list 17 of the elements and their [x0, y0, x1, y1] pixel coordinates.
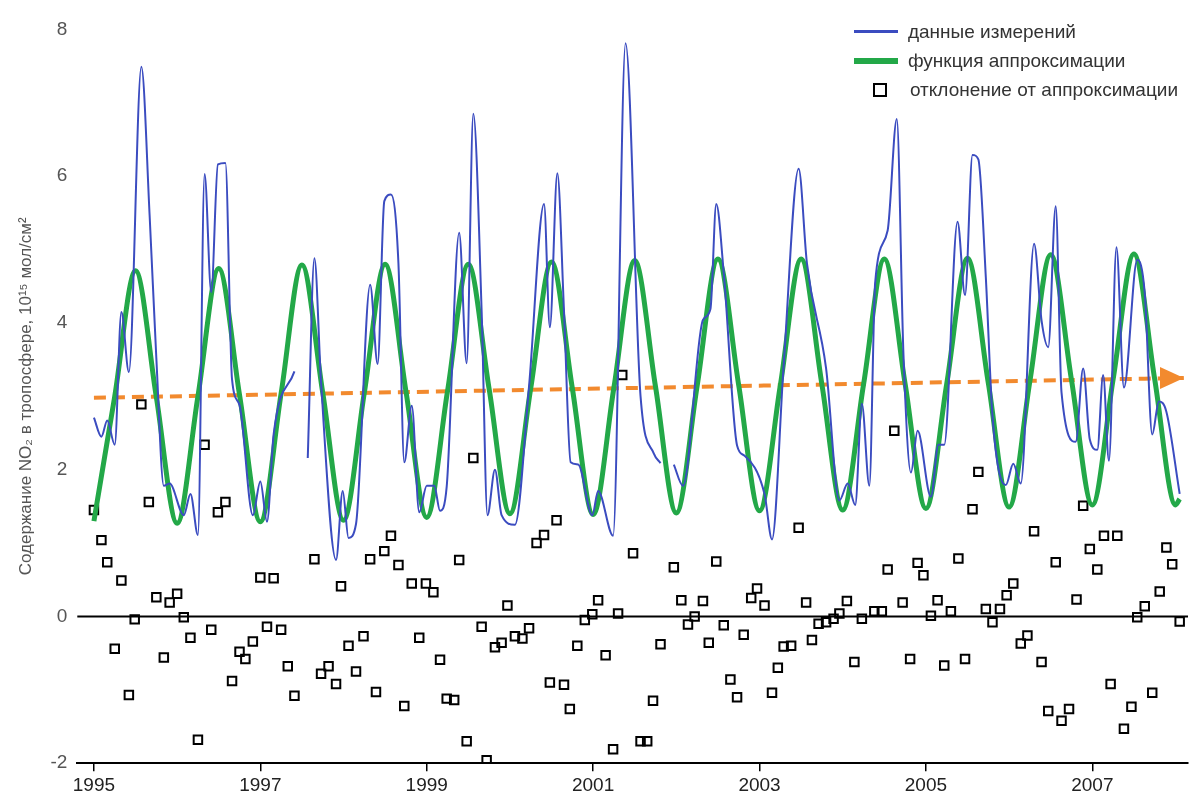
y-tick-label: -2	[50, 751, 68, 773]
y-tick-label: 2	[56, 457, 68, 479]
x-tick-label: 2007	[1071, 773, 1114, 795]
x-tick-label: 1995	[72, 773, 116, 795]
legend-label: отклонение от аппроксимации	[909, 78, 1178, 103]
y-tick-label: 6	[56, 164, 68, 186]
x-tick-label: 1999	[405, 773, 448, 795]
x-tick-label: 2001	[571, 773, 615, 795]
x-tick-label: 2005	[904, 773, 948, 795]
x-tick-label: 2003	[738, 773, 781, 795]
y-tick-label: 4	[56, 311, 68, 333]
y-tick-label: 0	[56, 604, 68, 626]
legend-label: данные измерений	[907, 20, 1076, 45]
y-axis-title: Содержание NO₂ в тропосфере, 10¹⁵ мол/см²	[15, 217, 35, 576]
y-tick-label: 8	[56, 17, 68, 39]
legend-label: функция аппроксимации	[907, 49, 1126, 74]
x-tick-label: 1997	[239, 773, 282, 795]
